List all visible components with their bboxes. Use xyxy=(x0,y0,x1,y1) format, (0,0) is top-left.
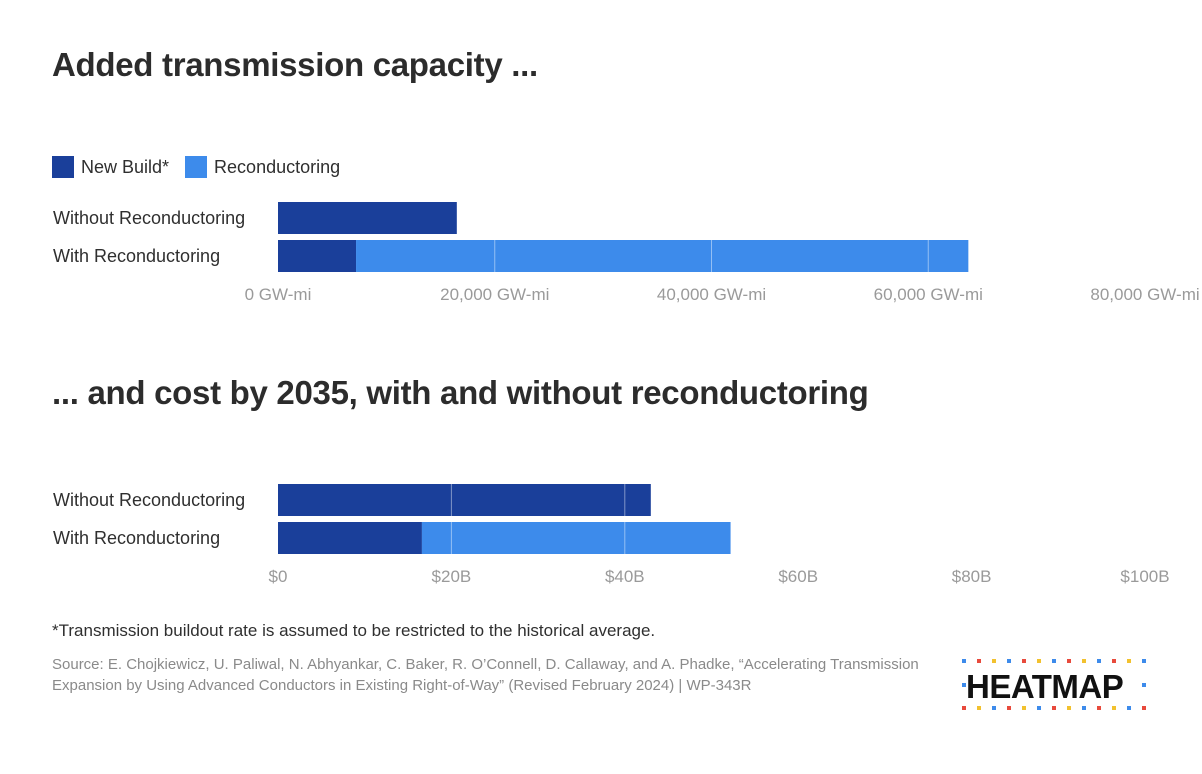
logo-dot xyxy=(1022,706,1026,710)
logo-dot xyxy=(1127,659,1131,663)
tick-label: 60,000 GW-mi xyxy=(874,285,983,304)
category-label-with-reconductoring: With Reconductoring xyxy=(53,528,220,548)
logo-dot xyxy=(1097,706,1101,710)
logo-dot xyxy=(1082,659,1086,663)
logo-dot xyxy=(1037,706,1041,710)
tick-label: $0 xyxy=(269,567,288,586)
bar-new-build-without-reconductoring xyxy=(278,202,457,234)
logo-dot xyxy=(1007,706,1011,710)
bar-reconductoring-with-reconductoring xyxy=(421,522,731,554)
category-label-without-reconductoring: Without Reconductoring xyxy=(53,208,245,228)
footnote: *Transmission buildout rate is assumed t… xyxy=(52,621,656,640)
source-citation: Source: E. Chojkiewicz, U. Paliwal, N. A… xyxy=(52,656,919,694)
legend-label-reconductoring: Reconductoring xyxy=(214,156,341,177)
legend-swatch-reconductoring xyxy=(185,156,208,178)
tick-label: $100B xyxy=(1120,567,1169,586)
tick-label: 0 GW-mi xyxy=(245,285,312,304)
category-label-with-reconductoring: With Reconductoring xyxy=(53,246,220,266)
logo-dot xyxy=(1007,659,1011,663)
logo-dot xyxy=(1112,659,1116,663)
logo-dot xyxy=(962,683,966,687)
logo-dot-frame xyxy=(962,659,1146,710)
logo-dot xyxy=(1142,706,1146,710)
logo-dot xyxy=(977,706,981,710)
logo-dot xyxy=(1067,659,1071,663)
bar-new-build-with-reconductoring xyxy=(278,240,357,272)
logo-dot xyxy=(1082,706,1086,710)
logo-dot xyxy=(1142,659,1146,663)
logo-dot xyxy=(1052,706,1056,710)
bar-reconductoring-with-reconductoring xyxy=(356,240,969,272)
tick-label: $20B xyxy=(432,567,472,586)
category-label-without-reconductoring: Without Reconductoring xyxy=(53,490,245,510)
legend-label-new-build: New Build* xyxy=(81,156,170,177)
tick-label: 40,000 GW-mi xyxy=(657,285,766,304)
capacity-bar-chart: Without Reconductoring With Reconductorin… xyxy=(53,202,1200,304)
heatmap-logo: HEATMAP xyxy=(958,656,1148,712)
chart-legend: New Build* Reconductoring xyxy=(52,156,356,178)
logo-dot xyxy=(1052,659,1056,663)
tick-label: $60B xyxy=(778,567,818,586)
legend-item-reconductoring: Reconductoring xyxy=(185,156,340,178)
logo-dot xyxy=(1037,659,1041,663)
tick-label: 80,000 GW-mi xyxy=(1090,285,1199,304)
cost-chart-title: ... and cost by 2035, with and without r… xyxy=(52,374,869,411)
logo-dot xyxy=(1142,683,1146,687)
legend-item-new-build: New Build* xyxy=(52,156,169,178)
logo-wordmark: HEATMAP xyxy=(966,668,1124,705)
logo-dot xyxy=(1022,659,1026,663)
logo-dot xyxy=(962,659,966,663)
bar-new-build-without-reconductoring xyxy=(278,484,651,516)
logo-dot xyxy=(1127,706,1131,710)
bar-new-build-with-reconductoring xyxy=(278,522,422,554)
logo-dot xyxy=(977,659,981,663)
logo-dot xyxy=(1097,659,1101,663)
logo-dot xyxy=(1067,706,1071,710)
capacity-chart-title: Added transmission capacity ... xyxy=(52,46,538,83)
tick-label: 20,000 GW-mi xyxy=(440,285,549,304)
tick-label: $40B xyxy=(605,567,645,586)
legend-swatch-new-build xyxy=(52,156,74,178)
logo-dot xyxy=(992,706,996,710)
logo-dot xyxy=(962,706,966,710)
tick-label: $80B xyxy=(952,567,992,586)
logo-dot xyxy=(992,659,996,663)
logo-dot xyxy=(1112,706,1116,710)
cost-bar-chart: Without Reconductoring With Reconductorin… xyxy=(53,484,1170,586)
